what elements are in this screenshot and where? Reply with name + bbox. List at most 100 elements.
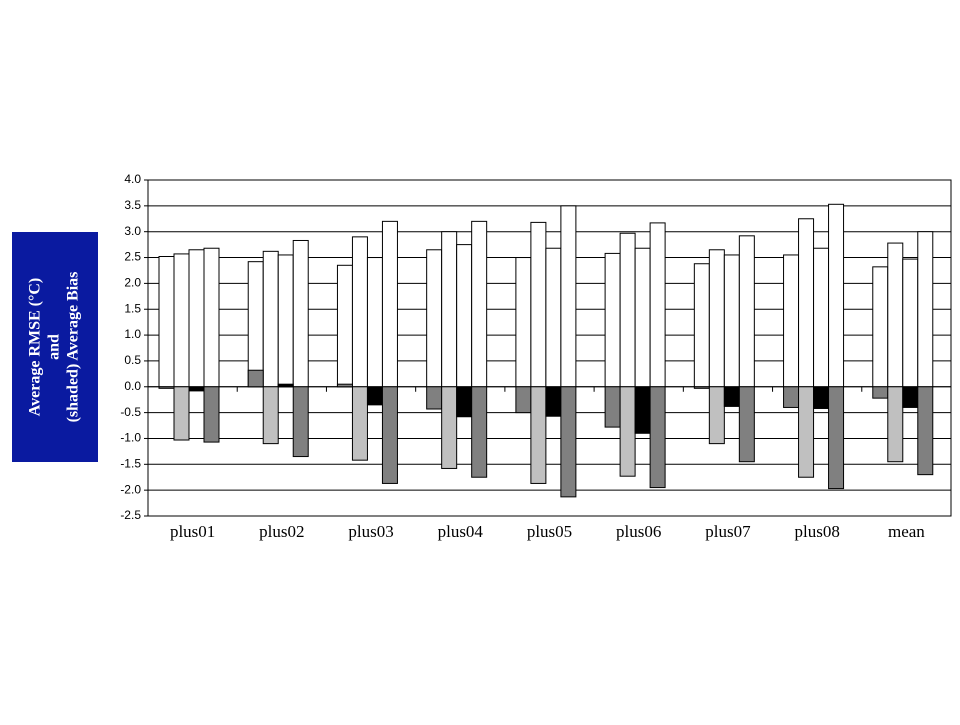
bar bbox=[351, 236, 368, 388]
bar bbox=[292, 386, 309, 458]
bar bbox=[634, 247, 651, 388]
bar bbox=[173, 253, 190, 388]
bar bbox=[247, 369, 264, 388]
bar bbox=[277, 254, 294, 388]
bar bbox=[708, 386, 725, 445]
bar bbox=[545, 247, 562, 388]
bar bbox=[426, 386, 443, 410]
y-tick-label: -2.5 bbox=[120, 508, 141, 522]
bar bbox=[560, 386, 577, 498]
bar bbox=[173, 386, 190, 441]
y-tick-label: -1.5 bbox=[120, 456, 141, 470]
x-tick-label: plus03 bbox=[348, 522, 393, 541]
bar bbox=[456, 386, 473, 418]
bar bbox=[902, 258, 919, 388]
bar bbox=[798, 218, 815, 388]
bar bbox=[828, 386, 845, 490]
bar bbox=[917, 386, 934, 476]
bar bbox=[902, 386, 919, 408]
y-tick-label: 3.5 bbox=[124, 198, 141, 212]
bar bbox=[917, 231, 934, 388]
bar bbox=[708, 249, 725, 388]
y-tick-label: 1.5 bbox=[124, 301, 141, 315]
y-label-box bbox=[12, 232, 98, 462]
bar bbox=[158, 386, 175, 389]
bar bbox=[783, 386, 800, 408]
bar bbox=[366, 257, 383, 388]
bar bbox=[292, 239, 309, 388]
bar bbox=[604, 252, 621, 388]
bar bbox=[872, 386, 889, 399]
bar bbox=[351, 386, 368, 461]
y-label-line: and bbox=[46, 334, 63, 360]
bar bbox=[560, 205, 577, 388]
y-label-line: Average RMSE (°C) bbox=[27, 278, 44, 417]
y-tick-label: 2.5 bbox=[124, 250, 141, 264]
bar bbox=[813, 386, 830, 409]
bar bbox=[634, 386, 651, 434]
bar bbox=[619, 232, 636, 388]
bar bbox=[188, 386, 205, 392]
bar bbox=[441, 386, 458, 469]
bar bbox=[887, 242, 904, 388]
bar bbox=[336, 264, 353, 388]
x-tick-label: plus02 bbox=[259, 522, 304, 541]
bar bbox=[336, 383, 353, 388]
bar bbox=[872, 266, 889, 388]
bar bbox=[798, 386, 815, 478]
x-tick-label: plus06 bbox=[616, 522, 661, 541]
bar bbox=[723, 386, 740, 407]
bar bbox=[649, 386, 666, 489]
bar bbox=[723, 254, 740, 388]
bar bbox=[783, 254, 800, 388]
y-tick-label: 0.0 bbox=[124, 379, 141, 393]
bar bbox=[828, 203, 845, 388]
x-tick-label: plus07 bbox=[705, 522, 751, 541]
x-tick-label: plus01 bbox=[170, 522, 215, 541]
bar bbox=[693, 263, 710, 388]
y-tick-label: 0.5 bbox=[124, 353, 141, 367]
bar bbox=[247, 261, 264, 388]
bar bbox=[738, 386, 755, 463]
y-tick-label: 3.0 bbox=[124, 224, 141, 238]
bar bbox=[262, 250, 279, 388]
x-tick-label: plus04 bbox=[438, 522, 484, 541]
x-tick-label: plus08 bbox=[794, 522, 839, 541]
bar bbox=[456, 244, 473, 388]
y-tick-label: -0.5 bbox=[120, 405, 141, 419]
y-tick-label: 2.0 bbox=[124, 276, 141, 290]
bar bbox=[277, 383, 294, 388]
bar bbox=[188, 249, 205, 388]
bar bbox=[693, 386, 710, 389]
bar bbox=[619, 386, 636, 477]
bar bbox=[158, 256, 175, 388]
y-tick-label: -1.0 bbox=[120, 431, 141, 445]
bar bbox=[604, 386, 621, 428]
y-tick-label: 4.0 bbox=[124, 172, 141, 186]
bar bbox=[203, 386, 220, 443]
bar bbox=[381, 386, 398, 484]
y-tick-label: 1.0 bbox=[124, 327, 141, 341]
bar bbox=[813, 247, 830, 388]
x-tick-label: mean bbox=[888, 522, 925, 541]
bar bbox=[441, 231, 458, 388]
bar bbox=[515, 257, 532, 388]
bar bbox=[381, 220, 398, 388]
x-tick-label: plus05 bbox=[527, 522, 572, 541]
bar bbox=[887, 386, 904, 463]
bar bbox=[545, 386, 562, 417]
y-tick-label: -2.0 bbox=[120, 482, 141, 496]
bar bbox=[515, 386, 532, 414]
bar bbox=[471, 386, 488, 478]
bar bbox=[738, 235, 755, 388]
bar bbox=[262, 386, 279, 445]
bar bbox=[203, 247, 220, 388]
bar bbox=[530, 221, 547, 388]
y-label-line: (shaded) Average Bias bbox=[65, 272, 82, 423]
bar bbox=[471, 220, 488, 388]
bar bbox=[649, 222, 666, 388]
bar bbox=[530, 386, 547, 484]
y-label: Average RMSE (°C) and (shaded) Average Bia… bbox=[27, 272, 82, 423]
bar bbox=[366, 386, 383, 406]
